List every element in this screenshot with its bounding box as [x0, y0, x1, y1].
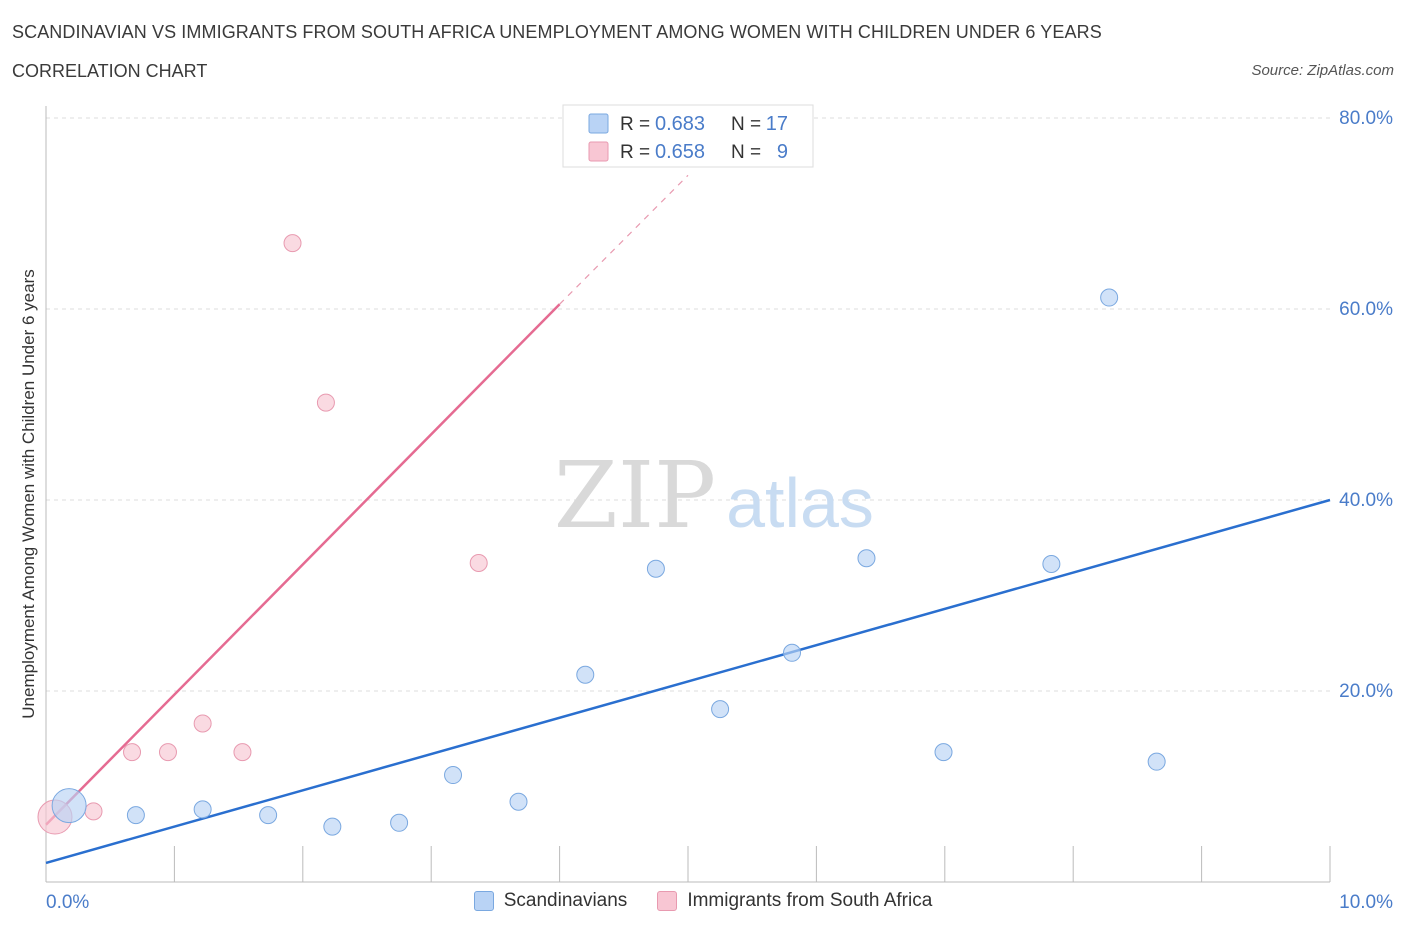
source-credit: Source: ZipAtlas.com [1251, 62, 1394, 79]
watermark-atlas: atlas [726, 464, 874, 542]
legend-r-value: 0.683 [655, 113, 705, 135]
point-scandinavians [126, 806, 145, 825]
point-scandinavians [444, 766, 463, 785]
gridlines [46, 117, 1330, 692]
chart-title: SCANDINAVIAN VS IMMIGRANTS FROM SOUTH AF… [12, 22, 1102, 42]
legend-r-label: R = [620, 142, 650, 163]
legend-r-label: R = [620, 114, 650, 135]
point-scandinavians [1100, 288, 1119, 307]
y-axis-title: Unemployment Among Women with Children U… [19, 269, 38, 718]
point-scandinavians [783, 643, 802, 662]
point-scandinavians [193, 800, 212, 819]
axes [45, 106, 1331, 883]
trend-extension-immigrants [559, 174, 689, 305]
point-scandinavians [390, 813, 409, 832]
point-scandinavians [646, 559, 665, 578]
legend-swatch-pink [657, 891, 678, 911]
watermark-zip: ZIP [554, 442, 716, 549]
point-immigrants [84, 802, 103, 821]
series-legend: Scandinavians Immigrants from South Afri… [0, 890, 1406, 912]
point-immigrants [283, 234, 302, 253]
point-scandinavians [323, 817, 342, 836]
point-scandinavians [857, 549, 876, 568]
trend-lines [45, 174, 1331, 865]
point-scandinavians [576, 665, 595, 684]
point-immigrants [158, 743, 177, 762]
y-tick-label: 40.0% [1339, 490, 1393, 511]
trend-line-immigrants [45, 303, 561, 826]
legend-swatch [588, 141, 609, 162]
x-tick-label-min: 0.0% [46, 892, 89, 913]
legend-swatch-blue [473, 891, 494, 911]
chart-subtitle: CORRELATION CHART [12, 61, 208, 81]
point-immigrants [316, 393, 335, 412]
axis-labels: 20.0% 40.0% 60.0% 80.0% 0.0% 10.0% Unemploymen… [19, 108, 1393, 913]
legend-swatch [588, 113, 609, 134]
point-scandinavians [259, 806, 278, 825]
legend-r-value: 0.658 [655, 141, 705, 163]
y-tick-label: 60.0% [1339, 299, 1393, 320]
legend-n-label: N = [731, 114, 761, 135]
point-scandinavians [1147, 752, 1166, 771]
y-tick-label: 80.0% [1339, 108, 1393, 129]
point-scandinavians [711, 700, 730, 719]
point-scandinavians [934, 743, 953, 762]
correlation-legend: R = 0.683 N = 17 R = 0.658 N = 9 [562, 104, 814, 168]
watermark: ZIP atlas [554, 442, 874, 549]
legend-item-scandinavians[interactable]: Scandinavians [473, 890, 628, 912]
point-scandinavians [51, 788, 87, 824]
data-points [37, 234, 1166, 836]
trend-line-scandinavians [45, 498, 1331, 865]
legend-item-immigrants[interactable]: Immigrants from South Africa [657, 890, 932, 912]
point-scandinavians [1042, 554, 1061, 573]
legend-n-value: 17 [766, 113, 788, 135]
point-immigrants [193, 714, 212, 733]
legend-label-immigrants: Immigrants from South Africa [687, 890, 933, 911]
point-immigrants [233, 743, 252, 762]
point-scandinavians [509, 792, 528, 811]
point-immigrants [469, 554, 488, 573]
x-tick-label-max: 10.0% [1339, 892, 1393, 913]
legend-label-scandinavians: Scandinavians [503, 890, 628, 911]
y-tick-label: 20.0% [1339, 681, 1393, 702]
point-immigrants [123, 743, 142, 762]
legend-n-label: N = [731, 142, 761, 163]
legend-n-value: 9 [777, 141, 788, 163]
